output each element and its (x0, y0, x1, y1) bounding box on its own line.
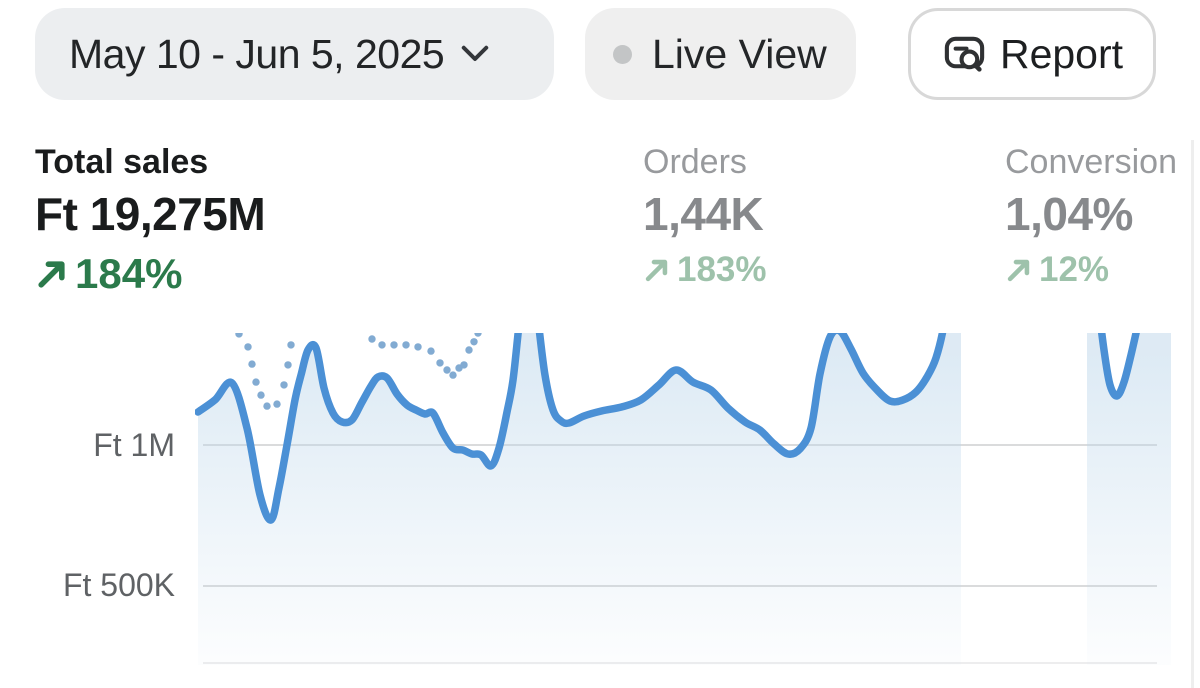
metric-value: 1,04% (1005, 188, 1133, 240)
metric-delta-value: 12% (1039, 250, 1110, 289)
live-view-label: Live View (652, 30, 827, 77)
chart-plot-area[interactable] (197, 340, 1170, 665)
metric-label: Conversion (1005, 143, 1177, 181)
metric-delta-value: 184% (75, 250, 183, 297)
report-button[interactable]: Report (908, 8, 1156, 100)
trend-up-icon (643, 257, 670, 284)
live-indicator-dot (613, 44, 632, 64)
metric-delta: 184% (35, 250, 265, 298)
metric-value: 1,44K (643, 188, 764, 240)
live-view-button[interactable]: Live View (585, 8, 856, 100)
trend-up-icon (35, 258, 68, 291)
chevron-down-icon (460, 45, 490, 63)
metric-orders[interactable]: Orders 1,44K 183% (643, 142, 767, 290)
report-label: Report (999, 30, 1124, 77)
date-range-button[interactable]: May 10 - Jun 5, 2025 (35, 8, 554, 100)
metric-label: Total sales (35, 143, 209, 181)
y-axis-label-500k: Ft 500K (62, 567, 175, 603)
metric-delta: 183% (643, 250, 767, 290)
metric-total-sales[interactable]: Total sales Ft 19,275M 184% (35, 142, 266, 298)
metric-delta-value: 183% (677, 250, 767, 289)
panel-divider (1191, 140, 1194, 688)
date-range-label: May 10 - Jun 5, 2025 (69, 30, 445, 77)
trend-up-icon (1005, 257, 1032, 284)
metric-conversion[interactable]: Conversion 1,04% 12% (1005, 142, 1200, 290)
metric-delta: 12% (1005, 250, 1200, 290)
metric-value: Ft 19,275M (35, 188, 266, 240)
metric-label: Orders (643, 143, 747, 181)
report-icon (941, 31, 988, 78)
y-axis-label-1m: Ft 1M (93, 427, 175, 463)
